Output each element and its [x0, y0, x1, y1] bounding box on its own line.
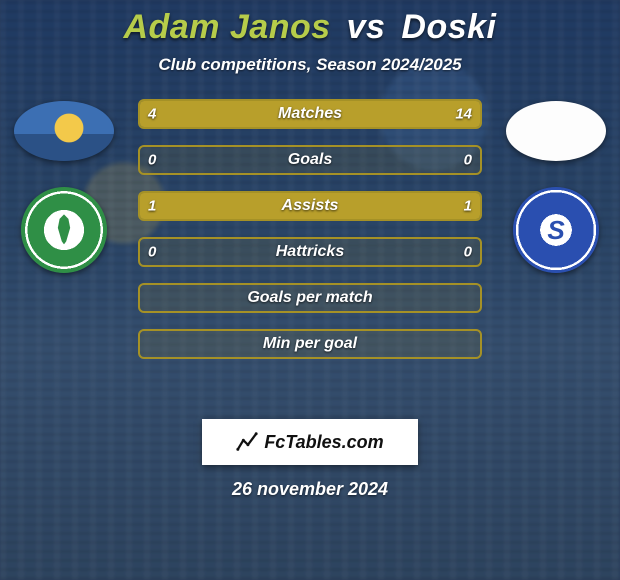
- stat-label: Matches: [278, 105, 342, 123]
- stat-fill-right: [215, 101, 480, 127]
- stat-bars: 4 Matches 14 0 Goals 0 1 Assists 1 0 Hattricks 0 Goa…: [138, 99, 482, 359]
- stat-bar: 1 Assists 1: [138, 191, 482, 221]
- player-right-name: Doski: [401, 8, 496, 46]
- stat-value-right: 14: [455, 106, 472, 123]
- player-right-photo: [506, 101, 606, 161]
- stat-value-left: 4: [148, 106, 156, 123]
- stat-label: Goals per match: [247, 289, 372, 307]
- vs-separator: vs: [347, 8, 386, 46]
- club-right-crest: S: [513, 187, 599, 273]
- left-badges-column: [4, 101, 124, 273]
- page-title: Adam Janos vs Doski: [0, 0, 620, 47]
- stat-value-right: 0: [464, 152, 472, 169]
- date-text: 26 november 2024: [0, 479, 620, 500]
- comparison-card: Adam Janos vs Doski Club competitions, S…: [0, 0, 620, 580]
- stat-label: Assists: [282, 197, 339, 215]
- stat-bar: 4 Matches 14: [138, 99, 482, 129]
- player-left-photo: [14, 101, 114, 161]
- attribution-text: FcTables.com: [264, 432, 383, 453]
- stat-value-right: 0: [464, 244, 472, 261]
- stats-area: S 4 Matches 14 0 Goals 0 1 Assists 1 0 Hattricks 0 G…: [0, 101, 620, 401]
- chart-icon: [236, 431, 258, 453]
- stat-label: Min per goal: [263, 335, 357, 353]
- player-left-name: Adam Janos: [123, 8, 330, 46]
- stat-bar: 0 Hattricks 0: [138, 237, 482, 267]
- stat-bar: 0 Goals 0: [138, 145, 482, 175]
- stat-bar: Min per goal: [138, 329, 482, 359]
- stat-value-left: 1: [148, 198, 156, 215]
- attribution-badge[interactable]: FcTables.com: [202, 419, 418, 465]
- subtitle: Club competitions, Season 2024/2025: [0, 55, 620, 75]
- stat-value-right: 1: [464, 198, 472, 215]
- stat-label: Hattricks: [276, 243, 344, 261]
- right-badges-column: S: [496, 101, 616, 273]
- club-left-crest: [21, 187, 107, 273]
- stat-label: Goals: [288, 151, 332, 169]
- stat-value-left: 0: [148, 244, 156, 261]
- stat-bar: Goals per match: [138, 283, 482, 313]
- stat-value-left: 0: [148, 152, 156, 169]
